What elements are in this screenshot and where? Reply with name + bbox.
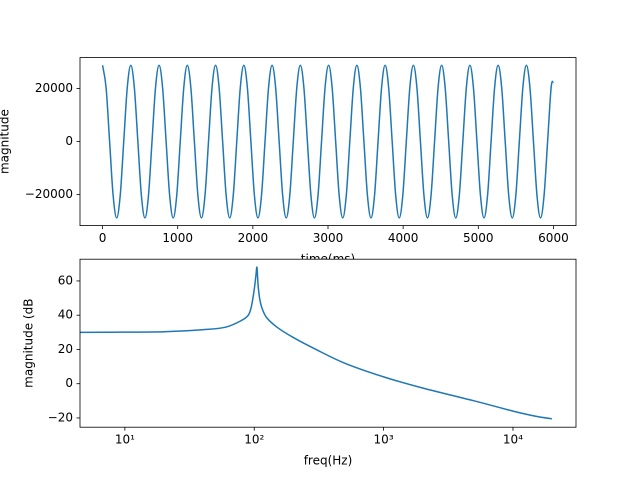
x-tick-label: 3000 bbox=[313, 231, 344, 245]
y-tick-label: −20 bbox=[48, 410, 73, 424]
data-line bbox=[80, 266, 553, 420]
x-tick-label: 6000 bbox=[538, 231, 569, 245]
x-tick-label: 4000 bbox=[388, 231, 419, 245]
x-tick-label: 10² bbox=[244, 433, 264, 447]
y-tick-label: 20 bbox=[58, 342, 73, 356]
y-axis-label: magnitude bbox=[0, 109, 12, 174]
axes-frame bbox=[79, 258, 577, 428]
y-tick-label: −20000 bbox=[25, 187, 73, 201]
y-tick-label: 0 bbox=[65, 134, 73, 148]
y-tick-label: 40 bbox=[58, 308, 73, 322]
y-axis-label: magnitude (dB bbox=[22, 299, 36, 388]
y-tick-label: 0 bbox=[65, 376, 73, 390]
y-tick-label: 20000 bbox=[35, 81, 73, 95]
x-axis-label: freq(Hz) bbox=[304, 454, 353, 468]
x-tick-label: 10⁴ bbox=[503, 433, 523, 447]
data-line bbox=[101, 64, 555, 219]
x-tick-label: 0 bbox=[99, 231, 107, 245]
x-tick-label: 10¹ bbox=[115, 433, 135, 447]
x-tick-label: 2000 bbox=[238, 231, 269, 245]
x-tick-label: 10³ bbox=[374, 433, 394, 447]
axes-background bbox=[80, 259, 576, 428]
y-tick-label: 60 bbox=[58, 273, 73, 287]
x-tick-label: 1000 bbox=[162, 231, 193, 245]
x-tick-label: 5000 bbox=[463, 231, 494, 245]
